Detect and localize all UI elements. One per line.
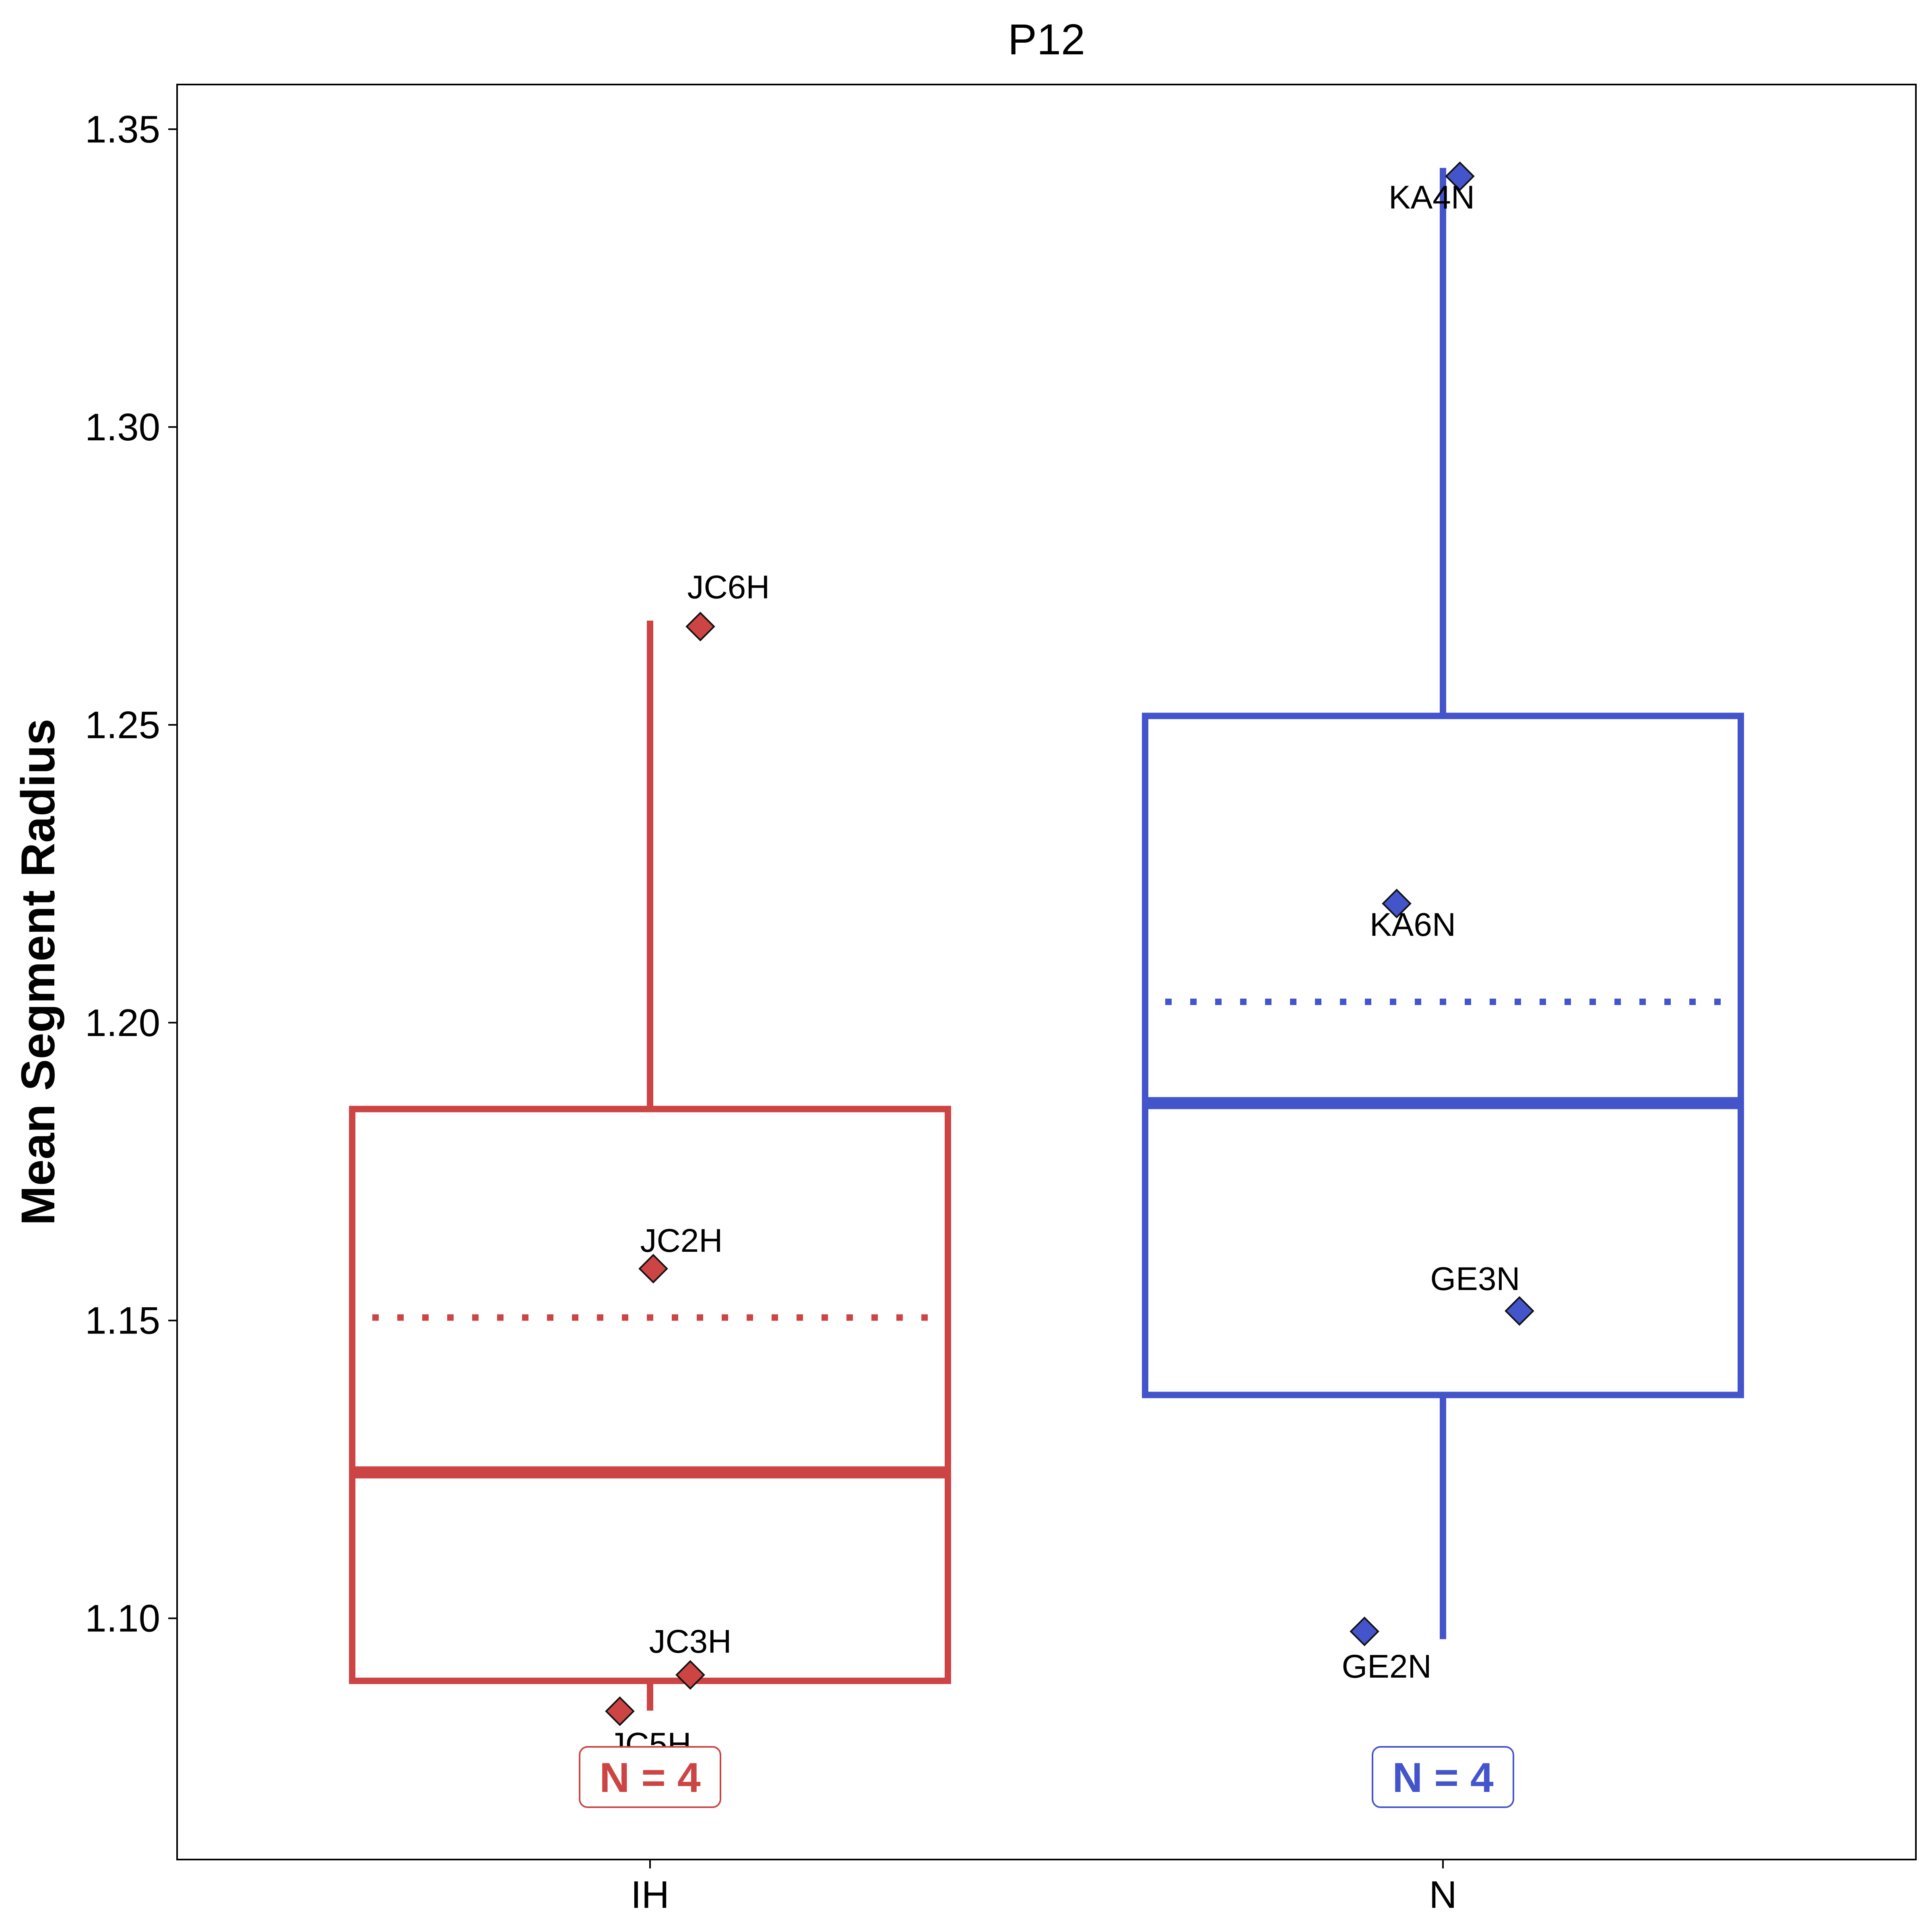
x-tick-label: IH (631, 1873, 669, 1916)
n-count-badge (579, 1746, 721, 1808)
data-point-label: JC6H (687, 569, 770, 606)
data-point (605, 1696, 635, 1726)
data-point-label: GE2N (1342, 1648, 1431, 1685)
data-point (675, 1660, 705, 1690)
data-point (1350, 1616, 1379, 1647)
n-count-label: N = 4 (1392, 1754, 1494, 1801)
data-point-label: KA6N (1370, 906, 1456, 943)
chart-title: P12 (1008, 15, 1085, 64)
data-point-label: KA4N (1389, 179, 1475, 216)
box-group-n: KA4N KA6N GE3N GE2N N = 4 (1142, 161, 1744, 1808)
y-tick-label: 1.30 (85, 406, 160, 449)
y-tick-label: 1.10 (85, 1597, 160, 1640)
data-point (1505, 1296, 1534, 1326)
y-tick-label: 1.35 (85, 108, 160, 151)
y-tick-label: 1.20 (85, 1001, 160, 1044)
data-point (1445, 161, 1475, 191)
data-point (638, 1254, 668, 1284)
iqr-box (1142, 712, 1744, 1398)
n-count-badge (1372, 1746, 1514, 1808)
iqr-box (349, 1106, 951, 1684)
x-axis-ticks: IH N (631, 1860, 1457, 1916)
data-point (1382, 888, 1412, 919)
y-tick-label: 1.25 (85, 704, 160, 747)
data-point (685, 611, 715, 642)
data-point-label: JC2H (640, 1222, 722, 1259)
data-point-label: GE3N (1430, 1261, 1520, 1297)
x-tick-label: N (1429, 1873, 1457, 1916)
y-tick-label: 1.15 (85, 1299, 160, 1342)
y-axis-label: Mean Segment Radius (12, 719, 65, 1226)
plot-frame (176, 84, 1917, 1860)
y-axis-ticks: 1.10 1.15 1.20 1.25 1.30 1.35 (85, 108, 177, 1640)
data-point-label: JC3H (649, 1623, 731, 1660)
n-count-label: N = 4 (599, 1754, 701, 1801)
